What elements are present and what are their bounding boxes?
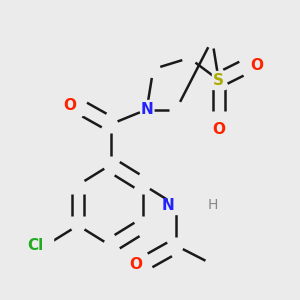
Bar [212,71,225,89]
Bar [70,97,82,115]
Bar [35,236,53,255]
Bar [140,100,153,119]
Text: N: N [162,198,175,213]
Bar [244,56,256,74]
Text: H: H [207,198,218,212]
Text: O: O [63,98,76,113]
Bar [136,255,148,273]
Bar [199,198,212,213]
Text: Cl: Cl [27,238,44,253]
Text: S: S [213,73,224,88]
Text: N: N [140,102,153,117]
Text: O: O [129,256,142,272]
Text: O: O [250,58,263,73]
Text: O: O [212,122,225,137]
Bar [212,113,225,132]
Bar [168,196,181,214]
